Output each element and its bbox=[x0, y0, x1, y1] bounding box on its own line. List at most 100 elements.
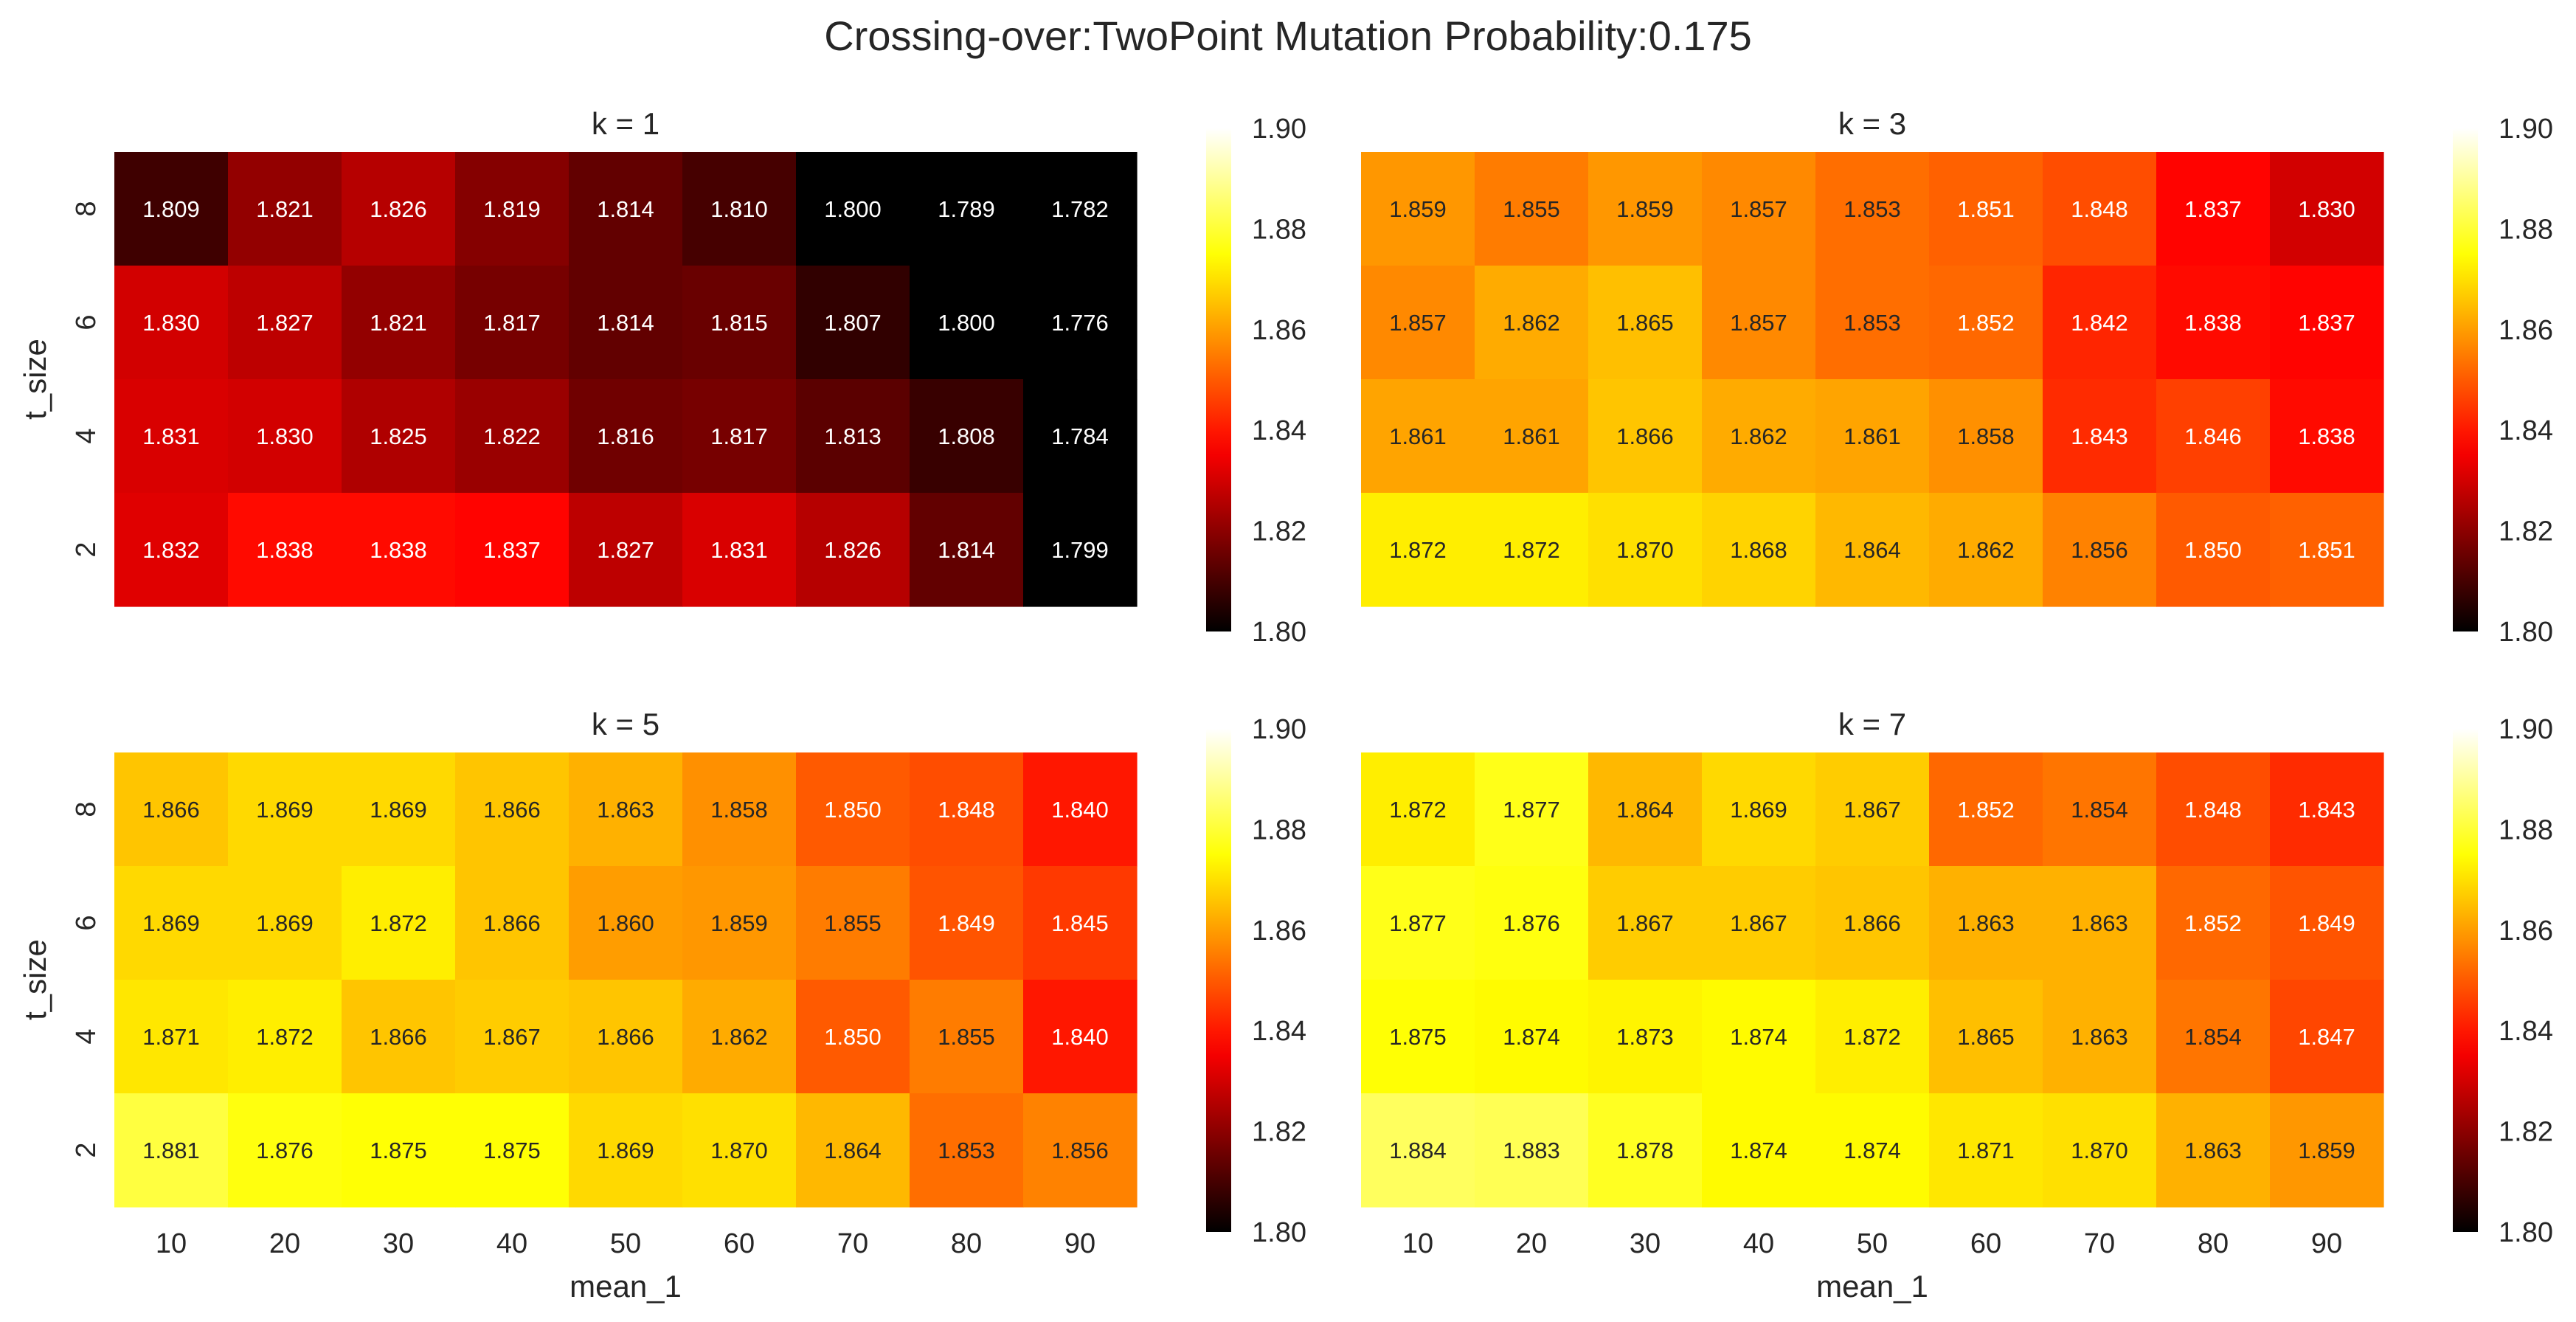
cell-value-label: 1.861 bbox=[1843, 423, 1901, 449]
heatmap-cell bbox=[228, 152, 342, 266]
heatmap-panel: k = 3 1.859 1.855 1.859 1.857 1.853 1.851 1.848… bbox=[1361, 106, 2553, 648]
heatmap-cell bbox=[114, 1093, 229, 1208]
cell-value-label: 1.837 bbox=[483, 537, 541, 563]
cell-value-label: 1.848 bbox=[2184, 797, 2242, 823]
colorbar-tick-label: 1.86 bbox=[1252, 315, 1306, 346]
cell-value-label: 1.827 bbox=[597, 537, 654, 563]
cell-value-label: 1.855 bbox=[824, 910, 882, 936]
colorbar-tick-label: 1.82 bbox=[2499, 516, 2553, 547]
panel-title: k = 3 bbox=[1838, 106, 1906, 141]
cell-value-label: 1.869 bbox=[256, 797, 314, 823]
cell-value-label: 1.814 bbox=[938, 537, 995, 563]
cell-value-label: 1.850 bbox=[2184, 537, 2242, 563]
heatmap-cell bbox=[1023, 493, 1138, 607]
heatmap-cell bbox=[1588, 266, 1703, 380]
cell-value-label: 1.866 bbox=[142, 797, 200, 823]
y-tick-label: 6 bbox=[71, 915, 102, 930]
cell-value-label: 1.861 bbox=[1503, 423, 1560, 449]
x-tick-label: 80 bbox=[951, 1228, 982, 1259]
heatmap-cell bbox=[342, 493, 456, 607]
heatmap-cell bbox=[455, 493, 569, 607]
heatmap-cell bbox=[796, 980, 910, 1094]
heatmap-cell bbox=[796, 866, 910, 980]
heatmap-panel: k = 7 1.872 1.877 1.864 1.869 1.867 1.852 1.854… bbox=[1361, 707, 2553, 1304]
x-tick-label: 40 bbox=[1743, 1228, 1774, 1259]
heatmap-cell bbox=[682, 493, 797, 607]
cell-value-label: 1.849 bbox=[2298, 910, 2355, 936]
cell-value-label: 1.865 bbox=[1957, 1024, 2015, 1050]
cell-value-label: 1.817 bbox=[710, 423, 768, 449]
cell-value-label: 1.859 bbox=[1389, 196, 1447, 222]
heatmap-cell bbox=[1702, 980, 1816, 1094]
heatmap-cell bbox=[1361, 493, 1475, 607]
cell-value-label: 1.853 bbox=[938, 1138, 995, 1163]
cell-value-label: 1.863 bbox=[2071, 1024, 2128, 1050]
heatmap-cell bbox=[2270, 493, 2384, 607]
y-tick-label: 6 bbox=[71, 314, 102, 330]
heatmap-cell bbox=[2270, 379, 2384, 494]
heatmap-cell bbox=[2043, 1093, 2157, 1208]
heatmap-cell bbox=[1702, 866, 1816, 980]
cell-value-label: 1.876 bbox=[256, 1138, 314, 1163]
cell-value-label: 1.858 bbox=[1957, 423, 2015, 449]
heatmap-cell bbox=[1588, 1093, 1703, 1208]
cell-value-label: 1.869 bbox=[142, 910, 200, 936]
heatmap-cell bbox=[796, 266, 910, 380]
heatmap-cell bbox=[2270, 266, 2384, 380]
heatmap-cell bbox=[1702, 1093, 1816, 1208]
heatmap-cell bbox=[1588, 980, 1703, 1094]
cell-value-label: 1.853 bbox=[1843, 310, 1901, 336]
cell-value-label: 1.867 bbox=[1843, 797, 1901, 823]
heatmap-cell bbox=[1929, 266, 2043, 380]
heatmap-cell bbox=[569, 152, 683, 266]
heatmap-cell bbox=[1023, 980, 1138, 1094]
heatmap-cell bbox=[2270, 980, 2384, 1094]
heatmap-cell bbox=[228, 866, 342, 980]
heatmap-cell bbox=[2043, 493, 2157, 607]
colorbar-tick-label: 1.88 bbox=[1252, 214, 1306, 245]
cell-value-label: 1.871 bbox=[1957, 1138, 2015, 1163]
heatmap-cell bbox=[342, 152, 456, 266]
cell-value-label: 1.873 bbox=[1616, 1024, 1674, 1050]
heatmap-cell bbox=[1475, 866, 1589, 980]
cell-value-label: 1.830 bbox=[256, 423, 314, 449]
cell-value-label: 1.863 bbox=[2184, 1138, 2242, 1163]
heatmap-cell bbox=[1815, 379, 1930, 494]
heatmap-cell bbox=[1361, 379, 1475, 494]
heatmap-cell bbox=[2043, 379, 2157, 494]
y-tick-label: 2 bbox=[71, 541, 102, 557]
heatmap-cell bbox=[1588, 493, 1703, 607]
heatmap-cell bbox=[1815, 980, 1930, 1094]
cell-value-label: 1.872 bbox=[1389, 537, 1447, 563]
cell-value-label: 1.863 bbox=[2071, 910, 2128, 936]
cell-value-label: 1.800 bbox=[824, 196, 882, 222]
cell-value-label: 1.847 bbox=[2298, 1024, 2355, 1050]
heatmap-cell bbox=[1023, 152, 1138, 266]
cell-value-label: 1.831 bbox=[142, 423, 200, 449]
cell-value-label: 1.874 bbox=[1730, 1024, 1787, 1050]
colorbar bbox=[2453, 729, 2478, 1232]
cell-value-label: 1.814 bbox=[597, 310, 654, 336]
cell-value-label: 1.875 bbox=[370, 1138, 427, 1163]
cell-value-label: 1.875 bbox=[1389, 1024, 1447, 1050]
y-tick-label: 2 bbox=[71, 1142, 102, 1157]
colorbar-tick-label: 1.84 bbox=[1252, 415, 1306, 446]
cell-value-label: 1.872 bbox=[256, 1024, 314, 1050]
cell-value-label: 1.862 bbox=[1957, 537, 2015, 563]
cell-value-label: 1.840 bbox=[1051, 1024, 1109, 1050]
heatmap-cell bbox=[1588, 379, 1703, 494]
x-tick-label: 60 bbox=[724, 1228, 755, 1259]
cell-value-label: 1.856 bbox=[2071, 537, 2128, 563]
cell-value-label: 1.852 bbox=[1957, 310, 2015, 336]
colorbar-tick-label: 1.86 bbox=[2499, 315, 2553, 346]
heatmap-cell bbox=[910, 752, 1024, 867]
cell-value-label: 1.810 bbox=[710, 196, 768, 222]
cell-value-label: 1.872 bbox=[1843, 1024, 1901, 1050]
heatmap-cell bbox=[796, 152, 910, 266]
cell-value-label: 1.826 bbox=[370, 196, 427, 222]
cell-value-label: 1.782 bbox=[1051, 196, 1109, 222]
heatmap-cell bbox=[2156, 866, 2271, 980]
x-tick-label: 90 bbox=[2311, 1228, 2342, 1259]
colorbar-tick-label: 1.80 bbox=[2499, 1217, 2553, 1248]
cell-value-label: 1.853 bbox=[1843, 196, 1901, 222]
